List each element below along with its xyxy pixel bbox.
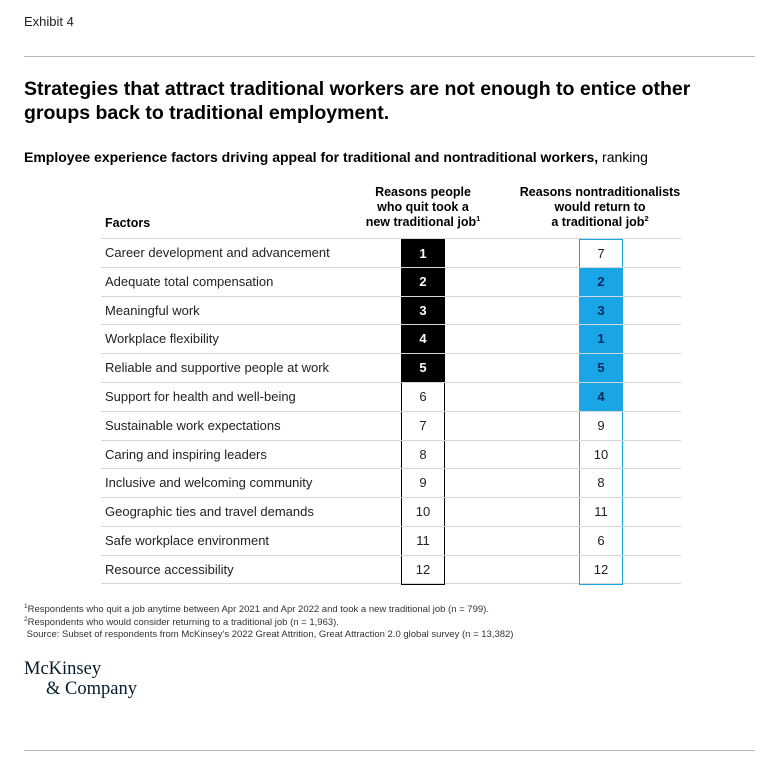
return-rank-cell: 7 — [579, 239, 623, 268]
footnote-text: Respondents who quit a job anytime betwe… — [27, 604, 489, 615]
return-rank-cell: 3 — [579, 296, 623, 326]
footnote-text: Respondents who would consider returning… — [27, 616, 339, 628]
column-header-quit: Reasons people who quit took a new tradi… — [348, 185, 498, 230]
factor-label: Geographic ties and travel demands — [105, 504, 314, 520]
return-rank-cell: 8 — [579, 469, 623, 499]
table-row: Inclusive and welcoming community 9 8 — [101, 468, 681, 499]
return-rank-cell: 2 — [579, 267, 623, 297]
return-rank-cell: 1 — [579, 325, 623, 355]
table-row: Safe workplace environment 11 6 — [101, 525, 681, 556]
bottom-divider — [24, 750, 755, 751]
quit-rank-cell: 6 — [401, 382, 445, 412]
factor-label: Career development and advancement — [105, 245, 330, 260]
footnote-marker: 1 — [24, 602, 28, 610]
table-row: Reliable and supportive people at work 5 5 — [101, 353, 681, 383]
factor-label: Sustainable work expectations — [105, 417, 281, 433]
return-rank-cell: 10 — [579, 440, 623, 470]
source-note: Source: Subset of respondents from McKin… — [24, 629, 514, 642]
footnote-marker: 2 — [644, 213, 649, 223]
chart-subtitle: Employee experience factors driving appe… — [24, 148, 648, 166]
logo-line-2: & Company — [46, 679, 137, 699]
factor-label: Meaningful work — [105, 302, 200, 318]
column-header-return-line: Reasons nontraditionalists — [519, 185, 681, 199]
footnote-marker: 2 — [24, 615, 28, 623]
column-header-factors: Factors — [105, 216, 151, 230]
factor-label: Adequate total compensation — [105, 273, 274, 289]
quit-rank-cell: 5 — [401, 354, 445, 383]
quit-rank-cell: 4 — [401, 325, 445, 355]
column-header-quit-line: new traditional job — [365, 215, 477, 229]
footnote-2: 2Respondents who would consider returnin… — [24, 615, 513, 630]
footnote-marker: 1 — [476, 213, 481, 223]
return-rank-cell: 6 — [579, 526, 623, 556]
footnote-text: Source: Subset of respondents from McKin… — [26, 629, 514, 640]
page-title: Strategies that attract traditional work… — [24, 78, 691, 124]
quit-rank-cell: 2 — [401, 267, 445, 297]
return-rank-cell: 5 — [579, 354, 623, 383]
return-rank-cell: 11 — [579, 498, 623, 527]
column-header-return-line: a traditional job — [551, 215, 645, 229]
factor-label: Resource accessibility — [105, 561, 234, 577]
exhibit-label: Exhibit 4 — [24, 14, 74, 29]
quit-rank-cell: 10 — [401, 498, 445, 527]
table-row: Resource accessibility 12 12 — [101, 554, 681, 585]
ranking-table: Career development and advancement 1 7 Adeq… — [101, 238, 681, 585]
quit-rank-cell: 12 — [401, 555, 445, 585]
table-row: Workplace flexibility 4 1 — [101, 324, 681, 355]
logo-line-1: McKinsey — [24, 659, 102, 679]
factor-label: Inclusive and welcoming community — [105, 475, 313, 491]
quit-rank-cell: 3 — [401, 296, 445, 326]
table-row: Geographic ties and travel demands 10 11 — [101, 497, 681, 527]
subtitle-unit: ranking — [598, 149, 648, 165]
footnote-1: 1Respondents who quit a job anytime betw… — [24, 602, 513, 617]
top-divider — [24, 56, 755, 57]
return-rank-cell: 12 — [579, 555, 623, 585]
return-rank-cell: 4 — [579, 382, 623, 412]
column-header-quit-line: Reasons people — [375, 185, 471, 199]
quit-rank-cell: 8 — [401, 440, 445, 470]
footnotes: 1Respondents who quit a job anytime betw… — [24, 602, 514, 642]
return-rank-cell: 9 — [579, 411, 623, 441]
column-header-return: Reasons nontraditionalists would return … — [510, 185, 690, 230]
quit-rank-cell: 1 — [401, 239, 445, 268]
quit-rank-cell: 9 — [401, 469, 445, 499]
table-row: Sustainable work expectations 7 9 — [101, 410, 681, 441]
table-row: Caring and inspiring leaders 8 10 — [101, 439, 681, 470]
column-header-quit-line: who quit took a — [377, 200, 469, 214]
table-row: Support for health and well-being 6 4 — [101, 381, 681, 412]
factor-label: Caring and inspiring leaders — [105, 446, 267, 462]
table-row: Career development and advancement 1 7 — [101, 238, 681, 268]
quit-rank-cell: 11 — [401, 526, 445, 556]
table-row: Adequate total compensation 2 2 — [101, 266, 681, 297]
factor-label: Support for health and well-being — [105, 388, 296, 404]
factor-label: Workplace flexibility — [105, 331, 219, 347]
factor-label: Safe workplace environment — [105, 532, 270, 548]
subtitle-bold: Employee experience factors driving appe… — [24, 149, 599, 165]
column-header-return-line: would return to — [554, 200, 646, 214]
quit-rank-cell: 7 — [401, 411, 445, 441]
mckinsey-logo: McKinsey & Company — [24, 659, 137, 699]
factor-label: Reliable and supportive people at work — [105, 360, 330, 376]
table-row: Meaningful work 3 3 — [101, 295, 681, 326]
